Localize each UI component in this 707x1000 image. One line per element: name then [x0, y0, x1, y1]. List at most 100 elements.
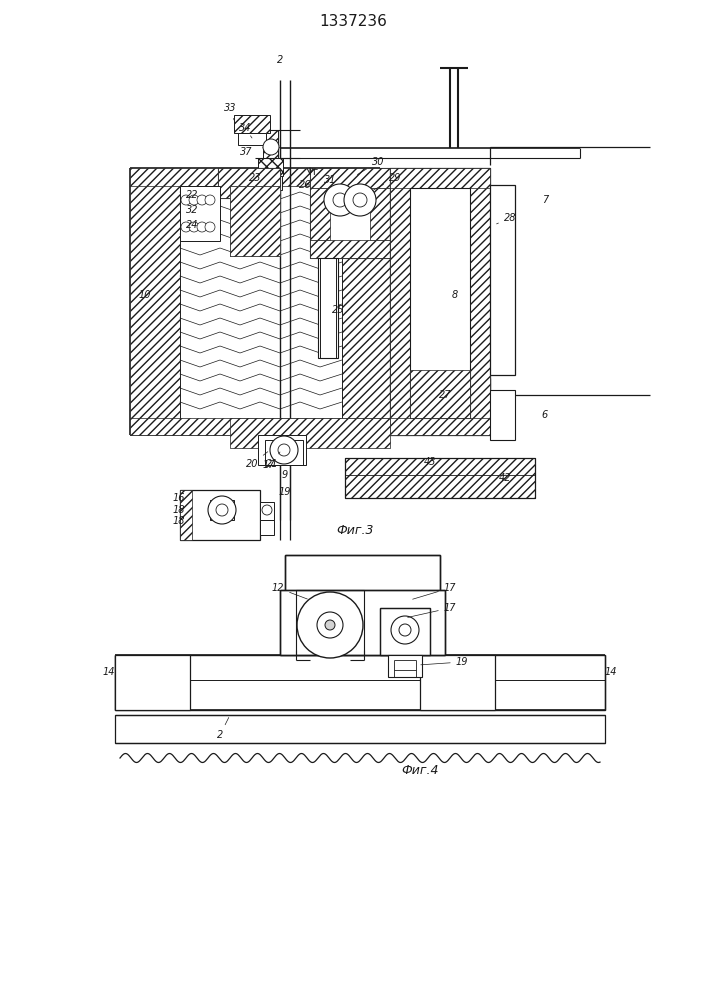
Bar	[390, 168, 490, 435]
Circle shape	[333, 193, 347, 207]
Text: 22: 22	[185, 190, 198, 200]
Bar	[234, 115, 270, 133]
Text: г: г	[312, 167, 317, 177]
Bar	[410, 188, 470, 418]
Circle shape	[197, 195, 207, 205]
Bar	[230, 186, 280, 256]
Text: 27: 27	[439, 390, 451, 400]
Bar	[115, 715, 605, 743]
Bar	[218, 168, 280, 198]
Text: 19: 19	[279, 487, 291, 497]
Circle shape	[278, 444, 290, 456]
Circle shape	[262, 505, 272, 515]
Circle shape	[353, 193, 367, 207]
Circle shape	[197, 222, 207, 232]
Circle shape	[208, 496, 236, 524]
Text: 20: 20	[246, 452, 268, 469]
Bar	[345, 458, 535, 498]
Bar	[490, 390, 515, 440]
Bar	[115, 655, 605, 710]
Text: 28: 28	[496, 213, 516, 224]
Bar	[310, 240, 390, 258]
Text: 25: 25	[332, 305, 344, 315]
Circle shape	[189, 195, 199, 205]
Text: 2: 2	[277, 55, 283, 65]
Bar	[218, 168, 280, 198]
Circle shape	[399, 624, 411, 636]
Text: 43: 43	[423, 457, 436, 467]
Bar	[238, 133, 266, 145]
Text: 29: 29	[373, 173, 402, 191]
Bar	[258, 435, 306, 465]
Text: 14: 14	[605, 667, 617, 677]
Bar	[390, 418, 490, 435]
Text: 2: 2	[217, 717, 229, 740]
Bar	[130, 168, 390, 186]
Text: 17: 17	[262, 460, 275, 470]
Text: 7: 7	[542, 195, 548, 205]
Bar	[180, 490, 192, 540]
Circle shape	[205, 222, 215, 232]
Bar	[380, 608, 430, 655]
Bar	[390, 168, 490, 188]
Bar	[230, 186, 280, 256]
Bar	[210, 500, 234, 520]
Circle shape	[216, 504, 228, 516]
Text: 33: 33	[223, 103, 236, 120]
Bar	[410, 370, 470, 418]
Circle shape	[205, 195, 215, 205]
Text: 21: 21	[266, 452, 280, 469]
Text: 31: 31	[324, 175, 337, 185]
Bar	[388, 655, 422, 677]
Bar	[180, 186, 220, 241]
Bar	[265, 440, 303, 465]
Bar	[130, 168, 180, 435]
Bar	[285, 555, 440, 655]
Bar	[342, 168, 390, 435]
Text: 9: 9	[282, 470, 288, 480]
Text: 10: 10	[139, 290, 151, 300]
Text: 1337236: 1337236	[319, 14, 387, 29]
Circle shape	[324, 184, 356, 216]
Text: 18: 18	[173, 505, 185, 515]
Bar	[130, 418, 390, 435]
Bar	[258, 158, 283, 176]
Text: 34: 34	[239, 123, 252, 138]
Text: 23: 23	[249, 173, 262, 183]
Text: Фиг.3: Фиг.3	[337, 524, 374, 536]
Text: 42: 42	[498, 473, 511, 483]
Bar	[345, 458, 535, 498]
Text: 19: 19	[421, 657, 468, 667]
Circle shape	[181, 222, 191, 232]
Text: 18: 18	[173, 516, 185, 526]
Circle shape	[270, 436, 298, 464]
Text: 37: 37	[240, 147, 252, 157]
Bar	[470, 168, 490, 435]
Text: 30: 30	[357, 157, 384, 175]
Text: 26: 26	[299, 180, 311, 190]
Text: 24: 24	[185, 220, 198, 230]
Bar	[115, 655, 190, 710]
Bar	[260, 520, 274, 535]
Bar	[180, 490, 260, 540]
Circle shape	[391, 616, 419, 644]
Text: Фиг.4: Фиг.4	[402, 764, 439, 776]
Bar	[280, 590, 445, 655]
Circle shape	[297, 592, 363, 658]
Text: 6: 6	[542, 410, 548, 420]
Circle shape	[263, 139, 279, 155]
Circle shape	[325, 620, 335, 630]
Text: 17: 17	[413, 583, 456, 599]
Text: 16: 16	[173, 493, 185, 503]
Bar	[310, 188, 330, 240]
Bar	[490, 185, 515, 375]
Circle shape	[181, 195, 191, 205]
Bar	[260, 502, 274, 520]
Text: 8: 8	[452, 290, 458, 300]
Text: 12: 12	[271, 583, 308, 599]
Bar	[310, 168, 390, 188]
Bar	[296, 590, 364, 655]
Bar	[270, 176, 282, 190]
Circle shape	[317, 612, 343, 638]
Bar	[310, 168, 390, 258]
